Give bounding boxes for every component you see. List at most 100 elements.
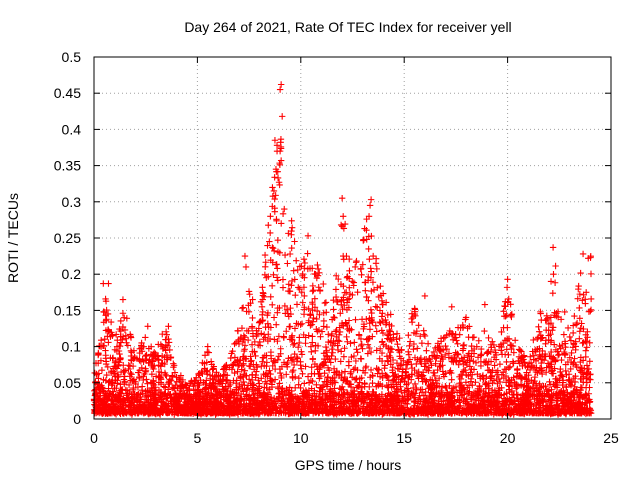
data-point [549,289,557,297]
data-point [312,342,319,349]
data-point [142,334,149,341]
data-point [379,383,386,390]
data-point [331,377,338,385]
data-point [322,299,330,306]
data-point [423,396,430,403]
data-point [288,224,296,231]
data-point [288,227,295,235]
data-point [397,362,404,369]
data-point [343,404,350,412]
data-point [395,379,402,386]
data-point [458,409,465,417]
data-point [288,217,295,225]
data-point [162,401,169,409]
data-point [240,406,248,413]
data-point [151,399,158,406]
data-point [313,381,320,388]
data-point [583,344,590,351]
data-point [333,411,340,418]
data-point [351,263,359,271]
data-point [586,408,594,416]
data-point [279,385,286,392]
data-point [203,401,210,409]
data-point [420,392,428,399]
data-point [377,282,384,290]
data-point [353,375,360,383]
data-point [324,353,331,360]
data-point [365,410,373,418]
data-point [98,384,106,391]
data-point [365,245,372,253]
data-point [354,349,361,356]
data-point [272,192,279,199]
data-point [322,399,329,406]
data-point [487,348,495,356]
data-point [410,345,417,353]
data-point [113,380,121,387]
data-point [327,385,334,393]
data-point [314,265,322,273]
data-point [331,385,338,392]
data-point [91,408,98,415]
data-point [551,341,558,348]
data-point [233,377,240,384]
data-point [566,354,573,361]
data-point [254,363,261,371]
data-point [139,390,146,397]
data-point [358,355,365,363]
data-point [126,363,134,370]
data-point [246,291,253,298]
data-point [561,338,569,345]
data-point [557,345,564,352]
data-point [505,295,512,303]
data-point [443,345,451,353]
data-point [305,319,312,326]
data-point [270,271,277,279]
data-point [250,361,257,368]
data-point [586,384,593,391]
data-point [546,403,553,410]
data-point [313,307,321,315]
data-point [383,372,390,379]
data-point [569,410,576,417]
data-point [171,411,178,418]
data-point [130,347,138,354]
data-point [332,355,339,363]
data-point [381,362,389,369]
data-point [261,271,269,278]
data-point [336,328,344,336]
data-point [448,369,455,377]
data-point [397,383,404,390]
data-point [364,341,372,348]
data-point [360,237,367,244]
data-point [125,381,133,389]
data-point [391,392,398,399]
data-point [440,334,447,342]
data-point [460,341,468,349]
data-point [345,275,353,282]
data-point [378,327,385,334]
data-point [508,376,515,384]
data-point [102,312,109,319]
data-point [558,356,565,364]
data-point [380,290,387,297]
data-point [266,386,273,393]
data-point [414,345,421,352]
data-point [408,310,416,317]
data-point [211,399,218,407]
data-point [314,261,321,269]
data-point [474,370,481,378]
data-point [288,398,296,405]
data-point [261,251,269,259]
data-point [238,305,246,312]
data-point [527,353,534,360]
data-point [366,399,374,406]
data-point [283,306,291,313]
data-point [249,296,256,303]
data-point [566,376,573,383]
data-point [411,380,419,388]
data-point [356,394,363,401]
data-point [387,311,394,318]
data-point [413,369,421,377]
